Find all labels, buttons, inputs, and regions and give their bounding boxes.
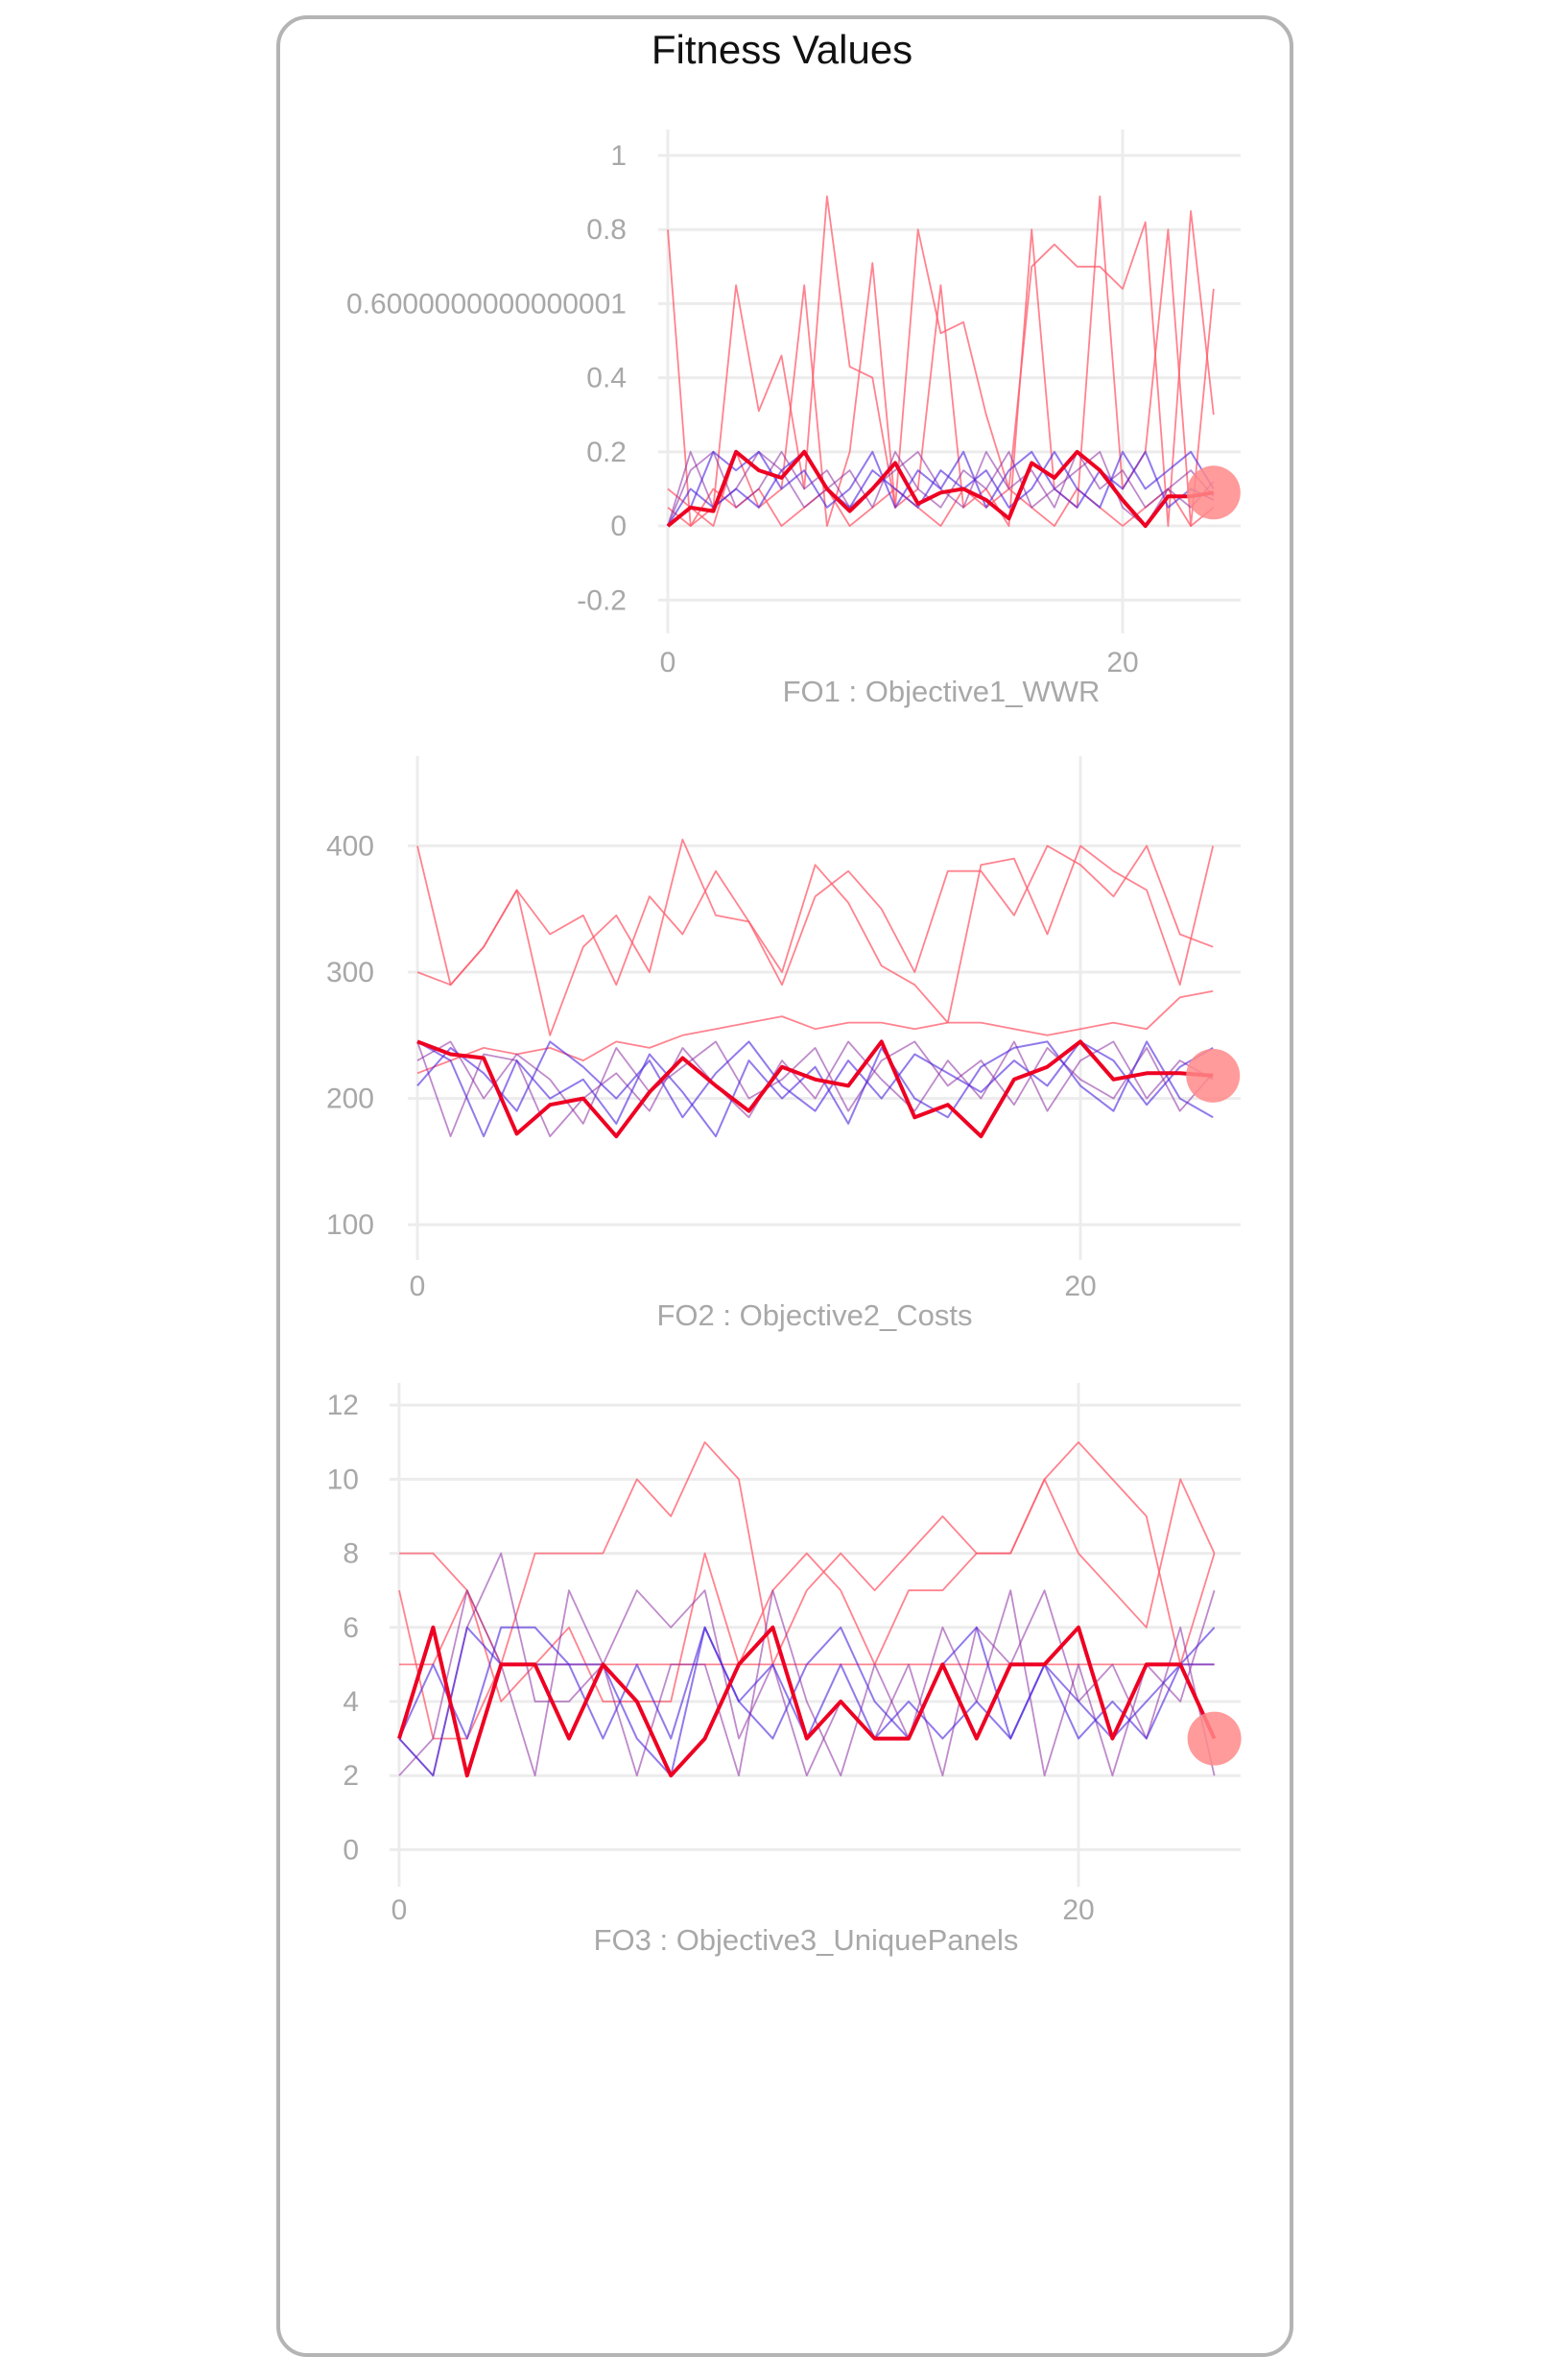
y-tick-label: 200 xyxy=(326,1083,374,1115)
series-line[interactable] xyxy=(667,450,1215,527)
series-line[interactable] xyxy=(398,1589,1216,1777)
series-line[interactable] xyxy=(398,1626,1216,1740)
y-tick-label: 0 xyxy=(610,511,627,542)
chart-2: 100 200 300 400 0 20 FO2 : Objective2_Costs xyxy=(326,756,1241,1332)
chart-3: 0 2 4 6 8 10 12 0 20 FO3 : Objective3_UniquePanel… xyxy=(327,1383,1242,1957)
y-tick-label: 12 xyxy=(327,1390,359,1421)
y-tick-label: 1 xyxy=(610,140,627,172)
series-line[interactable] xyxy=(416,1040,1214,1125)
panel-title: Fitness Values xyxy=(651,27,913,72)
x-tick-label: 20 xyxy=(1062,1894,1094,1926)
y-tick-label: 8 xyxy=(343,1538,359,1570)
current-point-marker[interactable] xyxy=(1187,1711,1242,1766)
y-tick-label: 0.4 xyxy=(586,363,627,394)
series-line[interactable] xyxy=(416,1040,1214,1137)
y-tick-label: 400 xyxy=(326,830,374,862)
x-tick-label: 0 xyxy=(391,1894,408,1926)
highlighted-series-line[interactable] xyxy=(666,449,1215,529)
y-tick-label: 4 xyxy=(343,1686,359,1718)
series-line[interactable] xyxy=(416,1040,1214,1138)
panel-frame xyxy=(276,15,1293,2357)
series-line[interactable] xyxy=(398,1552,1216,1777)
y-tick-label: 6 xyxy=(343,1612,359,1644)
x-axis-title: FO2 : Objective2_Costs xyxy=(656,1298,972,1332)
y-tick-label: 0.8 xyxy=(586,214,627,246)
y-tick-label: 300 xyxy=(326,957,374,988)
x-tick-label: 0 xyxy=(410,1271,426,1302)
series-line[interactable] xyxy=(416,838,1215,1036)
series-line[interactable] xyxy=(416,845,1214,987)
highlighted-series-line[interactable] xyxy=(416,1039,1214,1139)
current-point-marker[interactable] xyxy=(1186,465,1241,520)
y-tick-label: 0.6000000000000001 xyxy=(346,288,627,320)
current-point-marker[interactable] xyxy=(1186,1048,1241,1103)
x-axis-title: FO3 : Objective3_UniquePanels xyxy=(594,1923,1019,1957)
y-tick-label: 100 xyxy=(326,1209,374,1241)
y-tick-label: 2 xyxy=(343,1760,359,1792)
highlighted-series-line[interactable] xyxy=(397,1625,1217,1778)
series-line[interactable] xyxy=(399,1440,1216,1666)
x-axis-title: FO1 : Objective1_WWR xyxy=(783,675,1101,708)
x-tick-label: 0 xyxy=(660,647,676,678)
x-tick-label: 20 xyxy=(1064,1271,1096,1302)
y-tick-label: 0.2 xyxy=(586,437,627,468)
series-line[interactable] xyxy=(667,195,1215,527)
chart-1: -0.2 0 0.2 0.4 0.6000000000000001 0.8 1 0 20FO1 … xyxy=(346,130,1241,708)
y-tick-label: 10 xyxy=(327,1464,359,1495)
y-tick-label: -0.2 xyxy=(577,584,627,616)
series-line[interactable] xyxy=(416,989,1214,1075)
x-tick-label: 20 xyxy=(1106,647,1138,678)
series-line[interactable] xyxy=(667,450,1215,527)
y-tick-label: 0 xyxy=(343,1834,359,1866)
